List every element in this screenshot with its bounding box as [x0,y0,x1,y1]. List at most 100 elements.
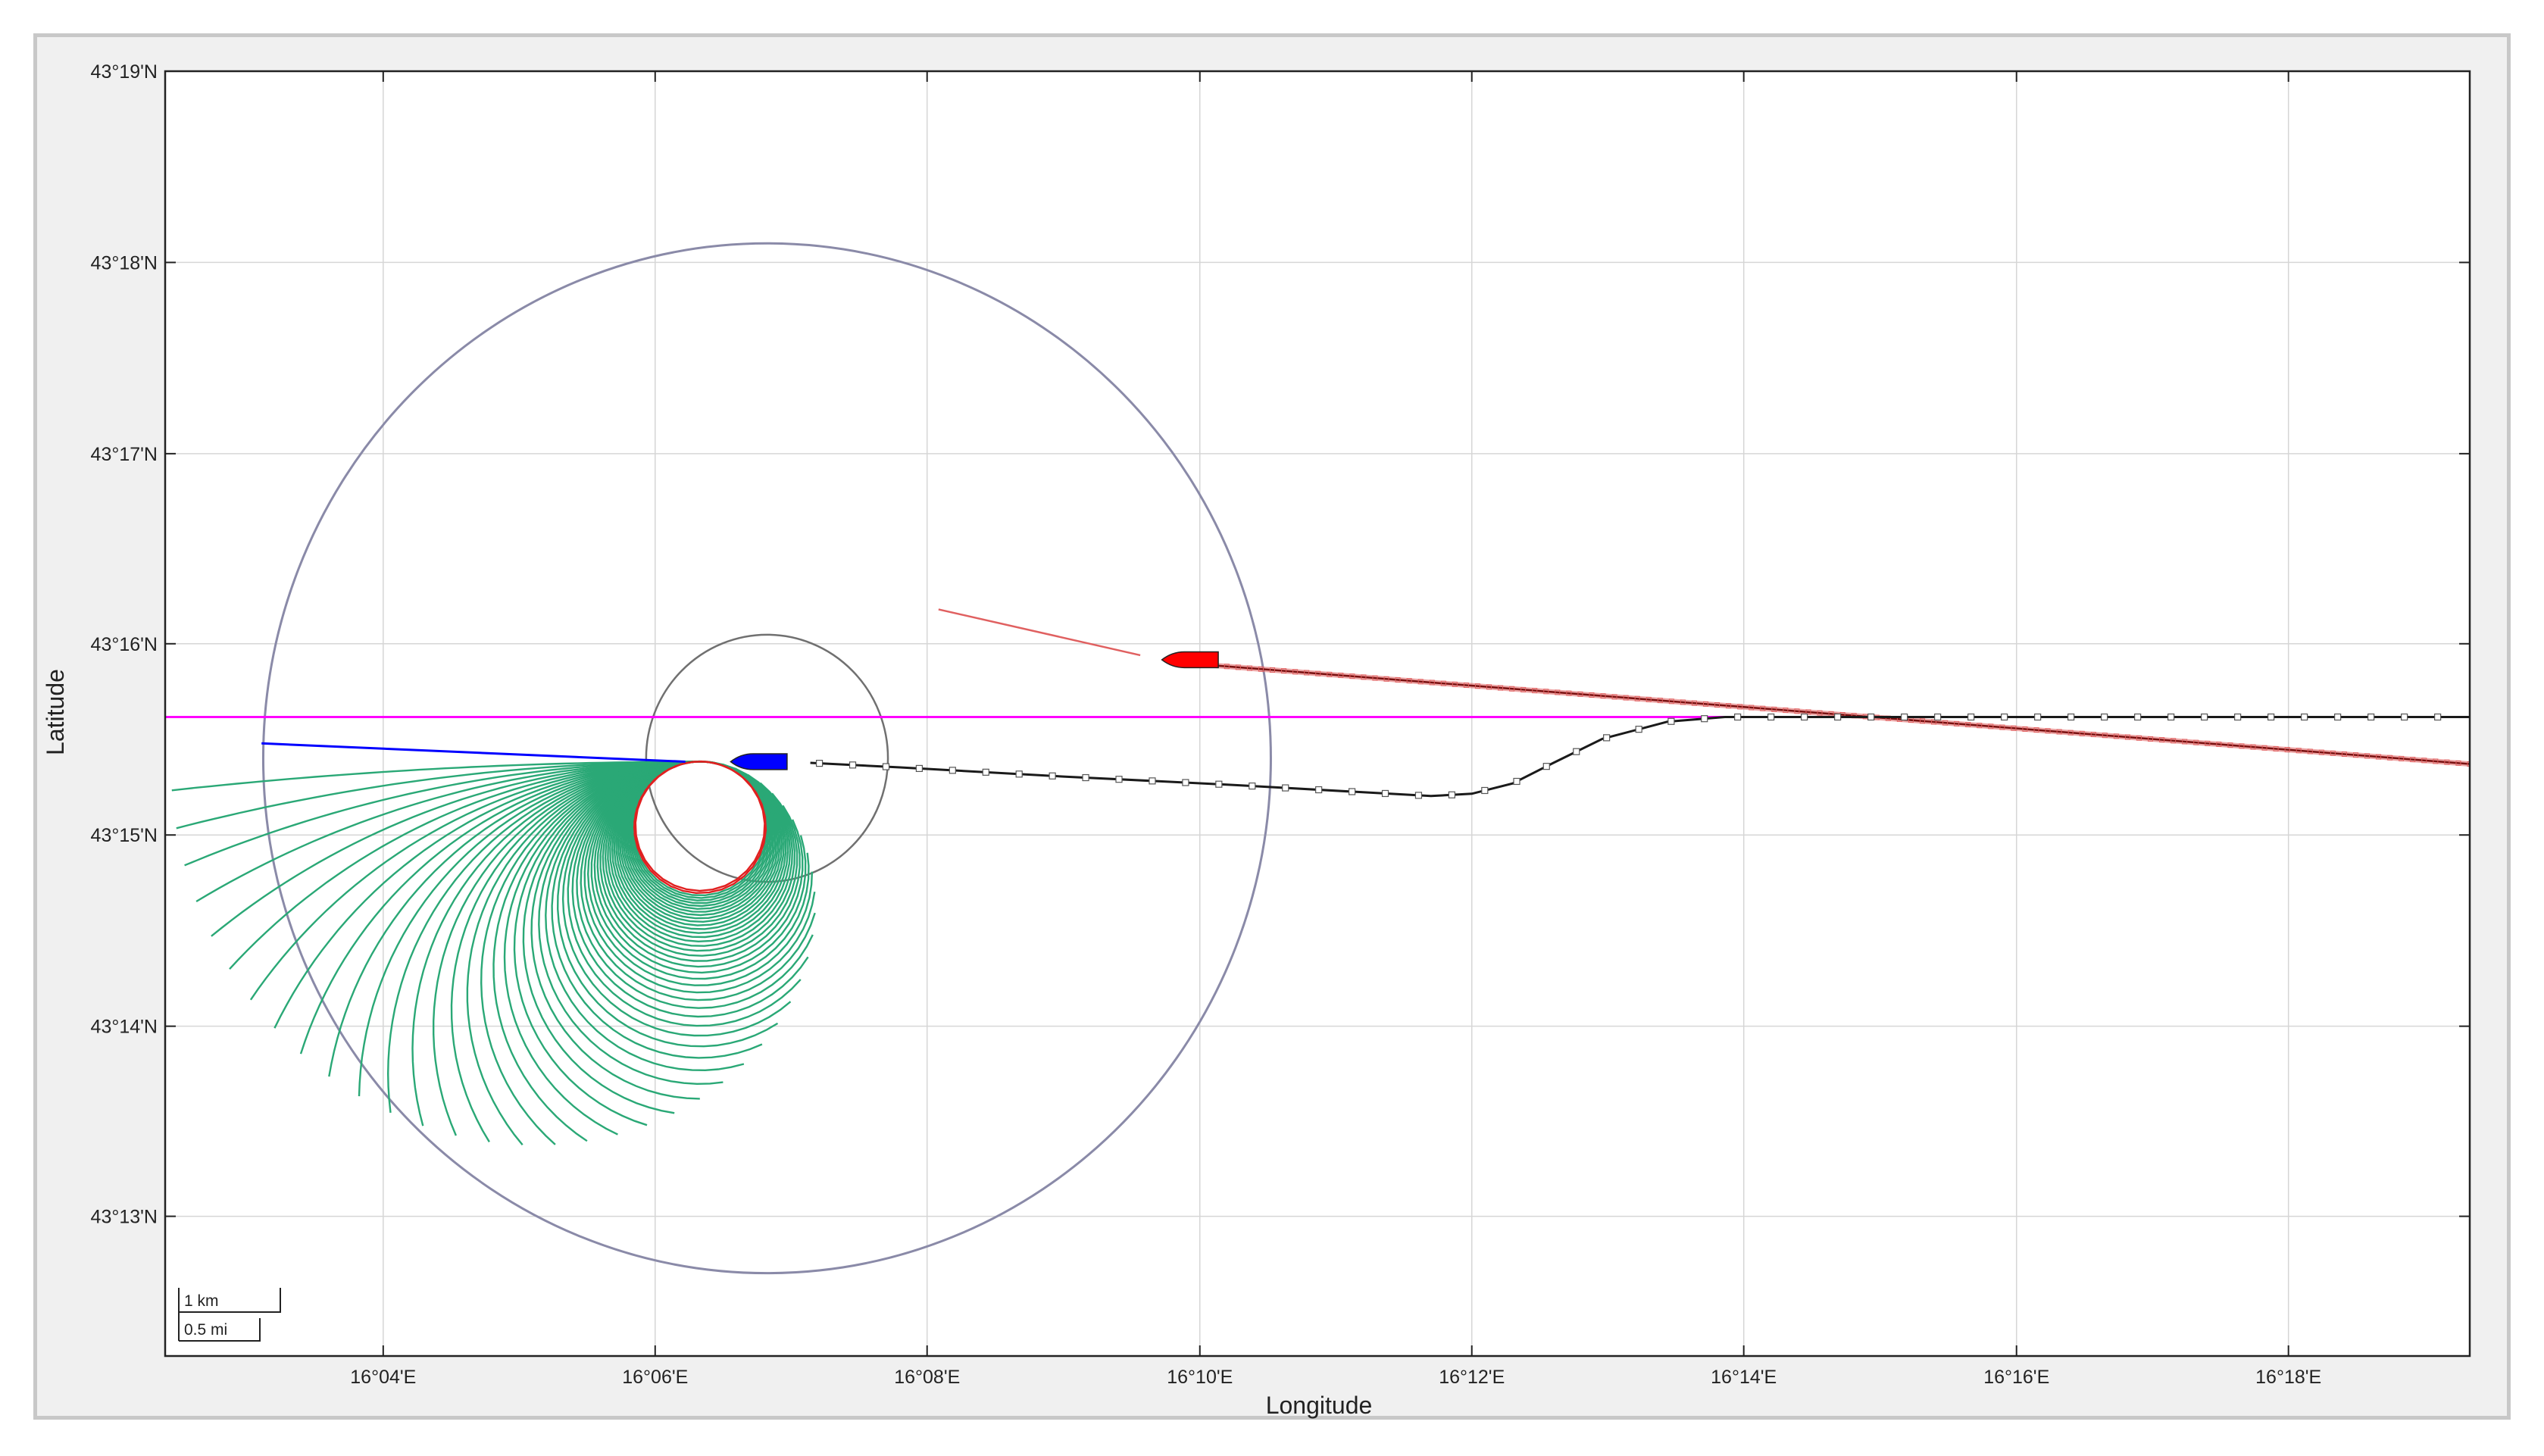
target-track-marker [2227,742,2233,748]
plot-area [165,71,2470,1356]
track-marker [2367,713,2375,721]
target-track-marker [1474,683,1480,689]
target-track-marker [2022,726,2028,732]
track-marker [2334,713,2342,721]
target-track-marker [2284,747,2290,753]
target-track-marker [1395,676,1401,683]
track-marker [2167,713,2175,721]
track-marker [815,760,824,767]
plot-border [164,70,2471,1358]
target-track-marker [2330,750,2336,756]
target-track-marker [1988,723,1994,730]
maneuver-path-feasible [328,761,694,1077]
maneuver-path-feasible [249,761,694,1001]
target-track-marker [1304,670,1310,676]
target-track-marker [1760,705,1766,711]
own-ship [730,753,788,770]
track-marker [1573,748,1580,755]
scale-bar-km-label: 1 km [184,1292,219,1310]
maneuver-path-feasible [599,761,801,962]
target-track-marker [1281,668,1287,674]
track-marker [1381,789,1389,798]
target-track-marker [1691,700,1697,706]
track-marker [1015,770,1023,778]
x-tick-label: 16°06'E [622,1367,688,1388]
target-track-marker [1965,722,1971,728]
target-track-marker [2011,725,2017,731]
axis-ticks: 16°04'E 16°06'E 16°08'E 16°10'E 16°12'E 16°14… [91,61,2470,1388]
target-track-marker [2421,758,2427,764]
maneuver-path-feasible [411,761,694,1126]
target-track-marker [2171,738,2177,744]
maneuver-path-feasible [522,761,694,1114]
target-track-marker [1292,669,1299,675]
maneuver-path-feasible [466,761,694,1146]
track-marker [2067,713,2075,721]
y-axis-title: Latitude [42,669,69,755]
maneuver-path-feasible [586,761,814,986]
maneuver-path-feasible [611,761,789,939]
target-track-marker [2056,729,2062,735]
maneuver-path-feasible [545,761,745,1072]
own-ship-heading-line [261,742,686,763]
maneuver-path-feasible [580,761,816,1001]
track-marker [1635,726,1642,733]
own-ship-hull [730,753,788,770]
target-track-marker [1452,681,1458,687]
maneuver-path-feasible [358,761,694,1097]
y-tick-label: 43°16'N [91,634,158,655]
maneuver-path-feasible [609,761,792,943]
x-tick-label: 16°14'E [1711,1367,1777,1388]
maneuver-path-feasible [211,761,694,937]
target-track-marker [1749,705,1755,711]
target-track-marker [1600,693,1606,699]
target-track-marker [2387,755,2393,761]
maneuver-path-feasible [229,761,694,970]
track-marker [1901,713,1908,721]
track-marker [1834,713,1842,721]
target-track-marker [1623,695,1629,701]
maneuver-path-feasible [450,761,694,1143]
target-track-marker [1520,686,1527,692]
target-track-marker [2033,727,2039,733]
track-marker [2234,713,2242,721]
target-track-marker [1645,696,1652,702]
target-track-marker [1737,704,1743,710]
x-tick-label: 16°10'E [1167,1367,1233,1388]
target-track-marker [1372,675,1378,681]
y-tick-label: 43°13'N [91,1207,158,1228]
target-track-marker [2159,737,2165,743]
scale-bar-km [178,1288,281,1313]
target-track-marker [2364,753,2371,759]
target-track-marker [2341,751,2347,758]
target-track-marker [1577,691,1583,697]
maneuver-path-feasible [171,761,694,792]
target-track-marker [2239,743,2245,749]
maneuver-path-feasible [561,761,792,1037]
y-tick-label: 43°18'N [91,252,158,273]
target-track-marker [1406,678,1412,684]
track-marker [1701,715,1708,723]
target-track-marker [1270,667,1276,673]
maneuver-path-feasible [590,761,810,980]
target-track-marker [2352,752,2358,758]
target-ship-hull [1161,651,1219,669]
target-track-marker [1417,679,1424,685]
target-track-marker [2148,736,2154,742]
target-ship [1161,651,1219,669]
track-marker [2267,713,2275,721]
track-marker [1149,777,1156,785]
target-track-marker [2399,755,2405,761]
target-track-marker [1680,699,1686,705]
x-tick-label: 16°18'E [2255,1367,2321,1388]
maneuver-path-feasible [613,761,787,934]
maneuver-path-feasible [538,761,724,1086]
target-track-marker [1805,709,1811,715]
target-track-marker [1532,688,1538,694]
track-marker [1082,773,1089,782]
track-marker [1667,717,1675,725]
target-track-marker [1714,702,1720,708]
track-marker [1934,713,1942,721]
target-track-marker [1919,718,1925,724]
